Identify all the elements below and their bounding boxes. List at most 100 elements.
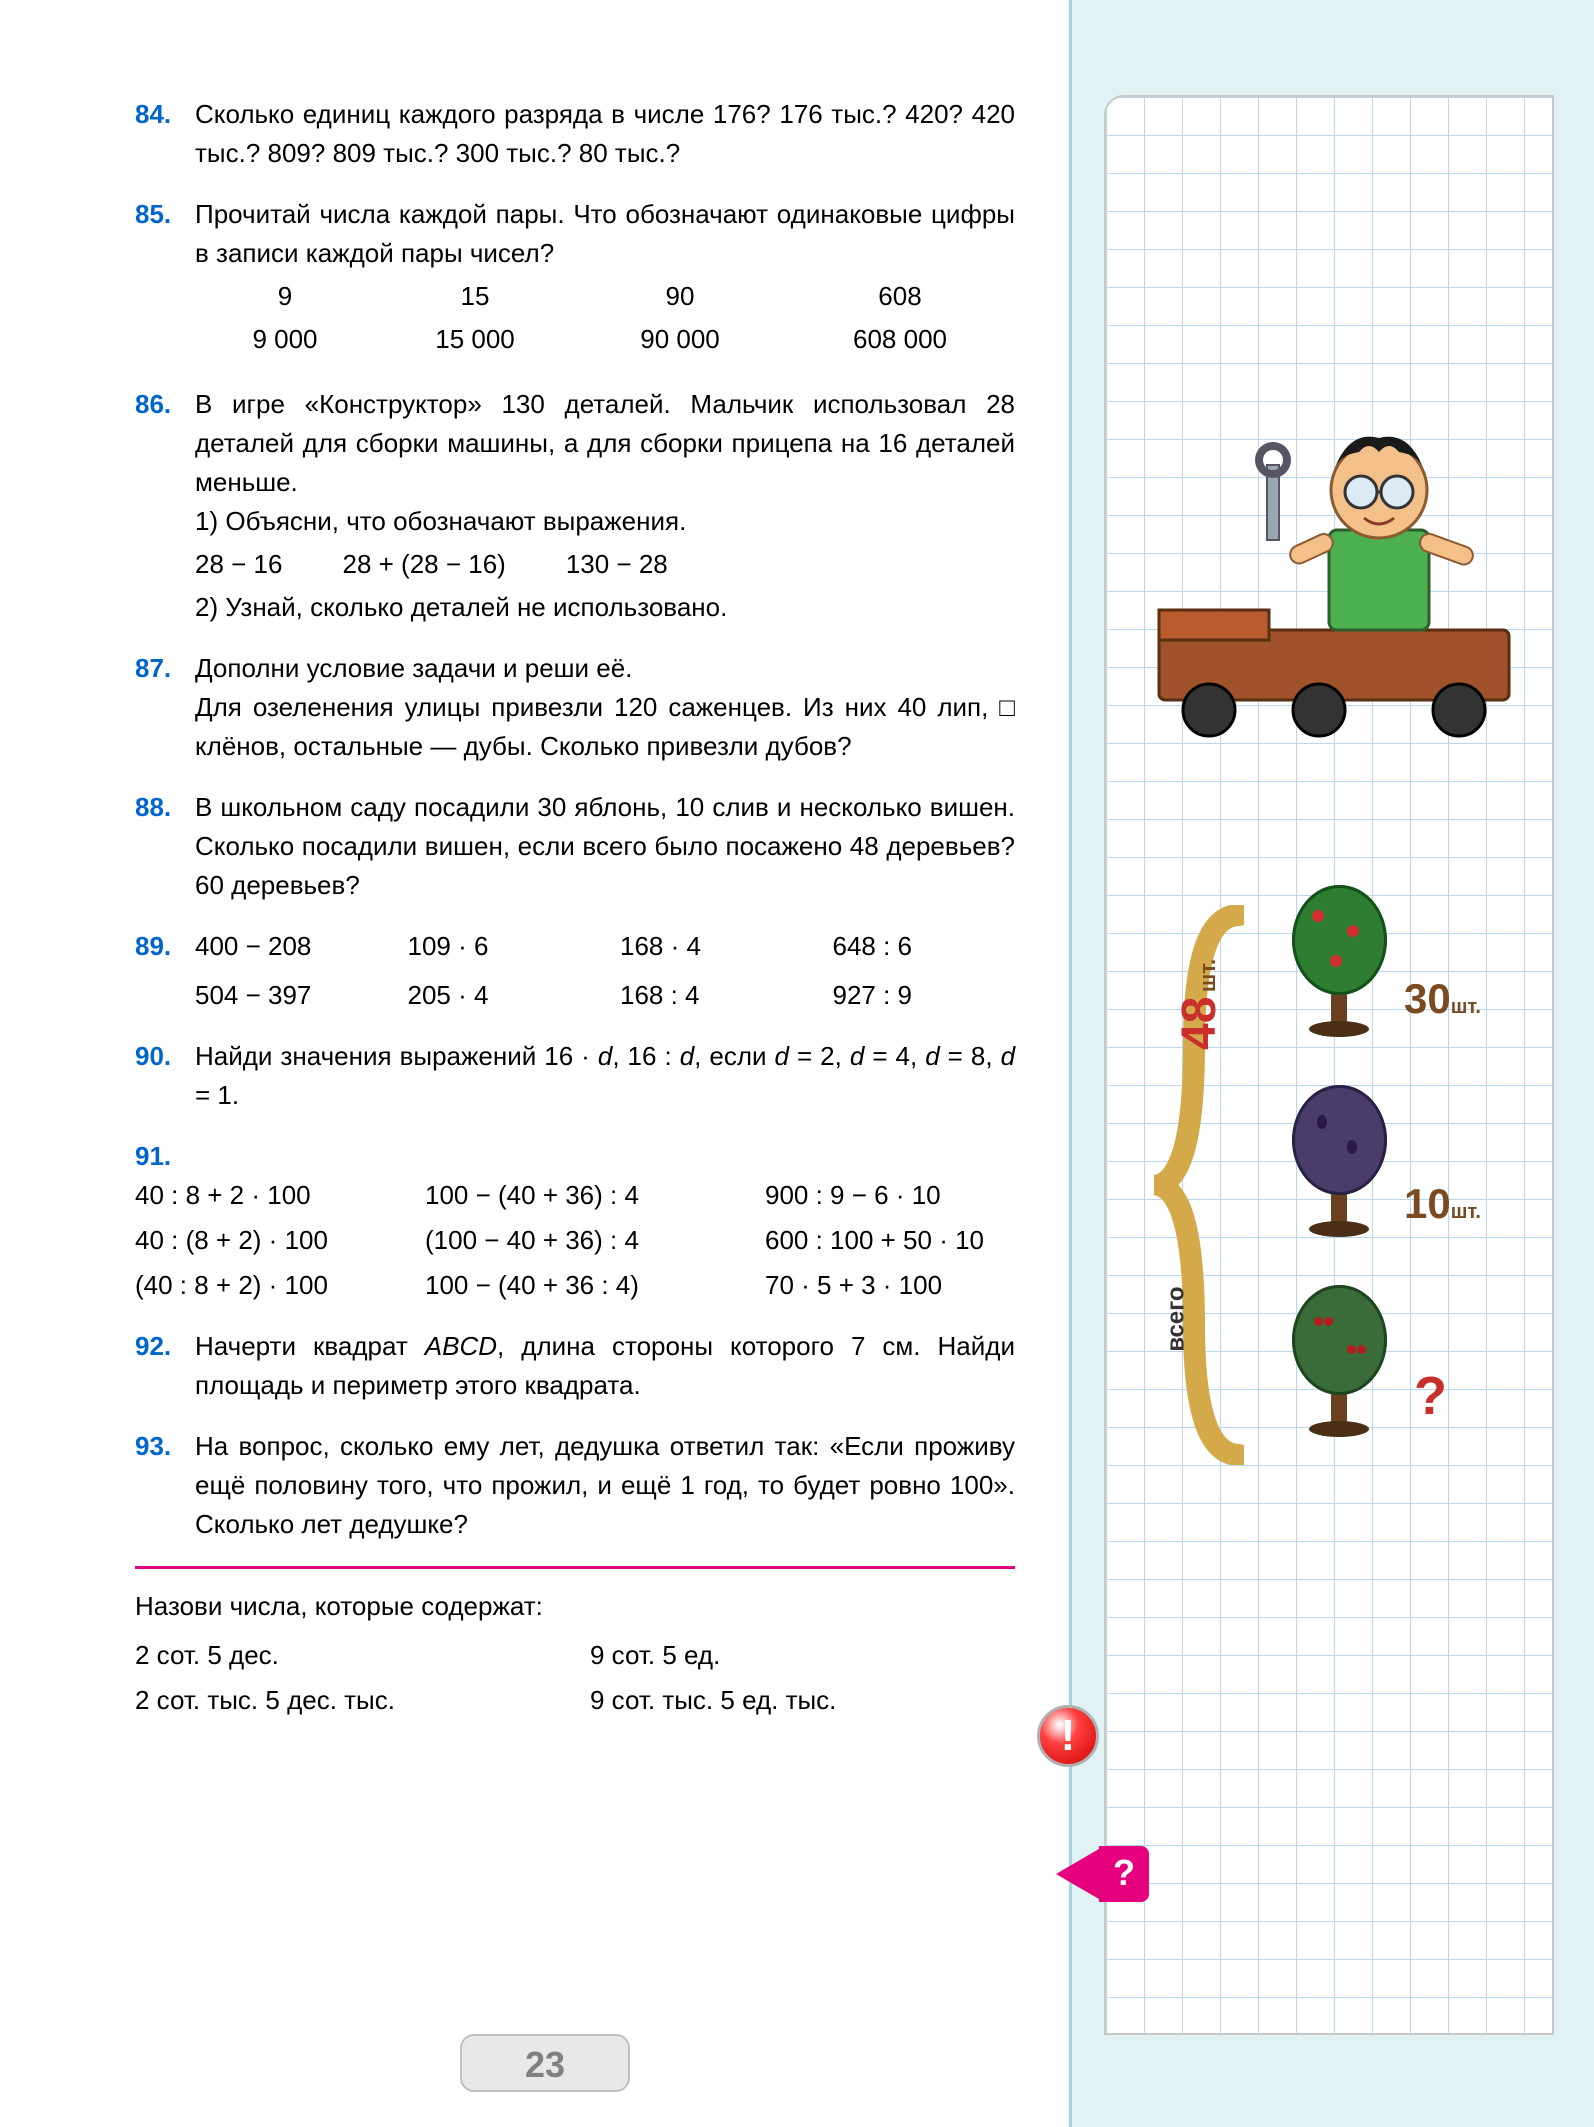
exercise-84: 84. Сколько единиц каждого разряда в чис… xyxy=(135,95,1015,173)
cherry-count: ? xyxy=(1414,1365,1447,1427)
exercise-number: 90. xyxy=(135,1037,195,1115)
total-label: 48 шт. xyxy=(1172,959,1227,1050)
variable: d xyxy=(680,1041,694,1071)
exercise-text: Дополни условие задачи и реши её. Для оз… xyxy=(195,649,1015,766)
exercise-text: Найди значения выражений 16 · d, 16 : d,… xyxy=(195,1037,1015,1115)
expression: 28 − 16 xyxy=(195,545,282,584)
num-cell: 15 000 xyxy=(420,320,530,359)
num-cell: 9 xyxy=(240,277,330,316)
expression: 600 : 100 + 50 · 10 xyxy=(765,1221,1015,1260)
num-cell: 608 xyxy=(830,277,970,316)
num-cell: 9 000 xyxy=(240,320,330,359)
exercise-lead: Дополни условие задачи и реши её. xyxy=(195,649,1015,688)
exercise-prompt: Прочитай числа каждой пары. Что обознача… xyxy=(195,195,1015,273)
expression: 900 : 9 − 6 · 10 xyxy=(765,1176,1015,1215)
expression: (100 − 40 + 36) : 4 xyxy=(425,1221,725,1260)
exercise-number: 92. xyxy=(135,1327,195,1405)
expression: 40 : 8 + 2 · 100 xyxy=(135,1176,385,1215)
exclamation-badge-icon: ! xyxy=(1037,1705,1099,1767)
num-cell: 608 000 xyxy=(830,320,970,359)
text-fragment: = 1. xyxy=(195,1080,239,1110)
exercise-91: 91. 40 : 8 + 2 · 100 100 − (40 + 36) : 4… xyxy=(135,1137,1015,1305)
textbook-page: 48 шт. всего 30шт. xyxy=(0,0,1594,2127)
exercise-subitem: 2) Узнай, сколько деталей не использован… xyxy=(195,588,1015,627)
page-number: 23 xyxy=(460,2034,630,2092)
bottom-cell: 9 сот. тыс. 5 ед. тыс. xyxy=(590,1681,1015,1720)
exercise-subitem: 1) Объясни, что обозначают выражения. xyxy=(195,502,1015,541)
expression: 100 − (40 + 36) : 4 xyxy=(425,1176,725,1215)
sidebar: 48 шт. всего 30шт. xyxy=(1069,0,1594,2127)
exercise-prompt: В игре «Конструктор» 130 деталей. Мальчи… xyxy=(195,385,1015,502)
exercise-number: 87. xyxy=(135,649,195,766)
expression: 28 + (28 − 16) xyxy=(342,545,505,584)
exercise-text: В игре «Конструктор» 130 деталей. Мальчи… xyxy=(195,385,1015,627)
variable: d xyxy=(598,1041,612,1071)
main-content: 84. Сколько единиц каждого разряда в чис… xyxy=(135,95,1015,1720)
exercise-text: В школьном саду посадили 30 яблонь, 10 с… xyxy=(195,788,1015,905)
text-fragment: , 16 : xyxy=(612,1041,679,1071)
exercise-number: 88. xyxy=(135,788,195,905)
num-cell: 90 xyxy=(620,277,740,316)
expression: 168 : 4 xyxy=(620,976,803,1015)
cherry-tree xyxy=(1284,1285,1394,1437)
exercise-number: 86. xyxy=(135,385,195,627)
expression-grid: 40 : 8 + 2 · 100 100 − (40 + 36) : 4 900… xyxy=(135,1176,1015,1305)
expression: (40 : 8 + 2) · 100 xyxy=(135,1266,385,1305)
apple-tree xyxy=(1284,885,1394,1037)
trees-illustration: 48 шт. всего 30шт. xyxy=(1154,875,1524,1495)
variable: d xyxy=(1001,1041,1015,1071)
exercise-number: 89. xyxy=(135,927,195,1015)
bottom-cell: 9 сот. 5 ед. xyxy=(590,1636,1015,1675)
exercise-number: 93. xyxy=(135,1427,195,1544)
question-badge-icon: ? xyxy=(1099,1846,1149,1902)
text-fragment: = 8, xyxy=(940,1041,1001,1071)
exercise-92: 92. Начерти квадрат ABCD, длина стороны … xyxy=(135,1327,1015,1405)
exercise-prompt: Для озеленения улицы привезли 120 саженц… xyxy=(195,688,1015,766)
bottom-exercise: Назови числа, которые содержат: 2 сот. 5… xyxy=(135,1587,1015,1720)
plum-count: 10шт. xyxy=(1404,1180,1481,1228)
exercise-90: 90. Найди значения выражений 16 · d, 16 … xyxy=(135,1037,1015,1115)
bottom-grid: 2 сот. 5 дес. 9 сот. 5 ед. 2 сот. тыс. 5… xyxy=(135,1636,1015,1720)
boy-constructor-illustration xyxy=(1139,410,1534,750)
exercise-number: 84. xyxy=(135,95,195,173)
exercise-89: 89. 400 − 208 109 · 6 168 · 4 648 : 6 50… xyxy=(135,927,1015,1015)
exercise-87: 87. Дополни условие задачи и реши её. Дл… xyxy=(135,649,1015,766)
text-fragment: = 2, xyxy=(789,1041,850,1071)
bottom-cell: 2 сот. тыс. 5 дес. тыс. xyxy=(135,1681,560,1720)
exercise-85: 85. Прочитай числа каждой пары. Что обоз… xyxy=(135,195,1015,363)
expression: 109 · 6 xyxy=(408,927,591,966)
exercise-93: 93. На вопрос, сколько ему лет, дедушка … xyxy=(135,1427,1015,1544)
exercise-text: Сколько единиц каждого разряда в числе 1… xyxy=(195,95,1015,173)
bottom-title: Назови числа, которые содержат: xyxy=(135,1587,1015,1626)
exercise-88: 88. В школьном саду посадили 30 яблонь, … xyxy=(135,788,1015,905)
expression: 400 − 208 xyxy=(195,927,378,966)
plum-tree xyxy=(1284,1085,1394,1237)
expression-grid: 400 − 208 109 · 6 168 · 4 648 : 6 504 − … xyxy=(195,927,1015,1015)
apple-count: 30шт. xyxy=(1404,975,1481,1023)
text-fragment: = 4, xyxy=(864,1041,925,1071)
expression: 927 : 9 xyxy=(833,976,1016,1015)
expression: 70 · 5 + 3 · 100 xyxy=(765,1266,1015,1305)
exercise-number: 91. xyxy=(135,1137,195,1176)
exercise-text: Прочитай числа каждой пары. Что обознача… xyxy=(195,195,1015,363)
total-word: всего xyxy=(1163,1286,1191,1351)
variable: ABCD xyxy=(425,1331,497,1361)
expression-row: 28 − 16 28 + (28 − 16) 130 − 28 xyxy=(195,545,1015,584)
exercise-text: На вопрос, сколько ему лет, дедушка отве… xyxy=(195,1427,1015,1544)
variable: d xyxy=(775,1041,789,1071)
expression: 504 − 397 xyxy=(195,976,378,1015)
expression: 205 · 4 xyxy=(408,976,591,1015)
text-fragment: Начерти квадрат xyxy=(195,1331,425,1361)
text-fragment: Найди значения выражений 16 · xyxy=(195,1041,598,1071)
expression: 648 : 6 xyxy=(833,927,1016,966)
question-badge-arrow xyxy=(1056,1846,1104,1902)
expression: 130 − 28 xyxy=(566,545,668,584)
text-fragment: , если xyxy=(694,1041,774,1071)
number-row: 9 000 15 000 90 000 608 000 xyxy=(195,320,1015,359)
expression: 100 − (40 + 36 : 4) xyxy=(425,1266,725,1305)
exercise-number: 85. xyxy=(135,195,195,363)
expression: 40 : (8 + 2) · 100 xyxy=(135,1221,385,1260)
number-row: 9 15 90 608 xyxy=(195,277,1015,316)
expression: 168 · 4 xyxy=(620,927,803,966)
variable: d xyxy=(850,1041,864,1071)
